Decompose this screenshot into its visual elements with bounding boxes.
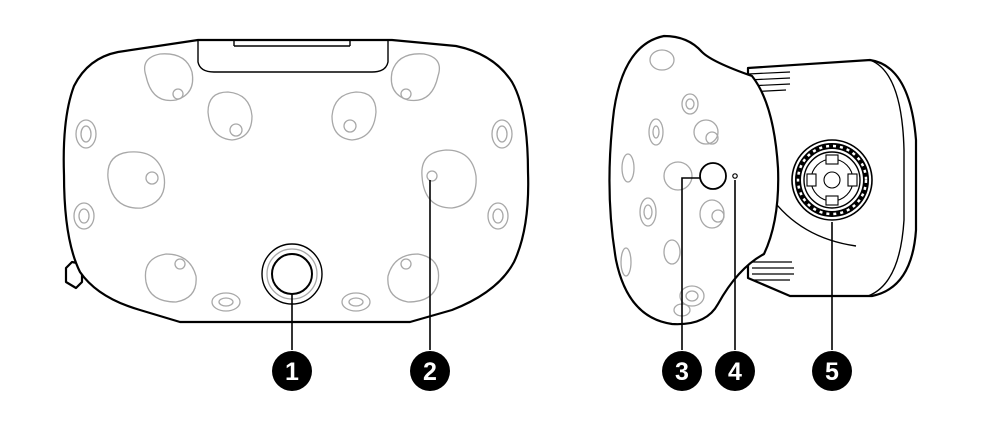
callout-5: 5 (812, 351, 852, 391)
front-body-outline (62, 38, 530, 324)
callout-3-label: 3 (675, 358, 689, 386)
top-strap-slot (197, 40, 389, 73)
front-sensors (73, 53, 513, 312)
side-button (699, 162, 727, 190)
vent-ridges (747, 71, 794, 281)
side-front-shell (608, 34, 780, 326)
callout-3: 3 (662, 351, 702, 391)
headset-front-view (62, 38, 530, 324)
side-indicator (732, 173, 738, 179)
side-sensors (620, 49, 725, 317)
leader-lines (291, 177, 833, 350)
callout-1: 1 (272, 351, 312, 391)
callout-2-label: 2 (423, 358, 437, 386)
callout-4: 4 (715, 351, 755, 391)
callout-4-label: 4 (728, 358, 742, 386)
callout-1-label: 1 (285, 358, 299, 386)
front-camera-lens (271, 253, 313, 295)
side-rear-inner (867, 59, 905, 297)
callout-2: 2 (410, 351, 450, 391)
headset-side-view (608, 34, 918, 326)
ipd-knob-cross (806, 154, 858, 206)
callout-5-label: 5 (825, 358, 839, 386)
